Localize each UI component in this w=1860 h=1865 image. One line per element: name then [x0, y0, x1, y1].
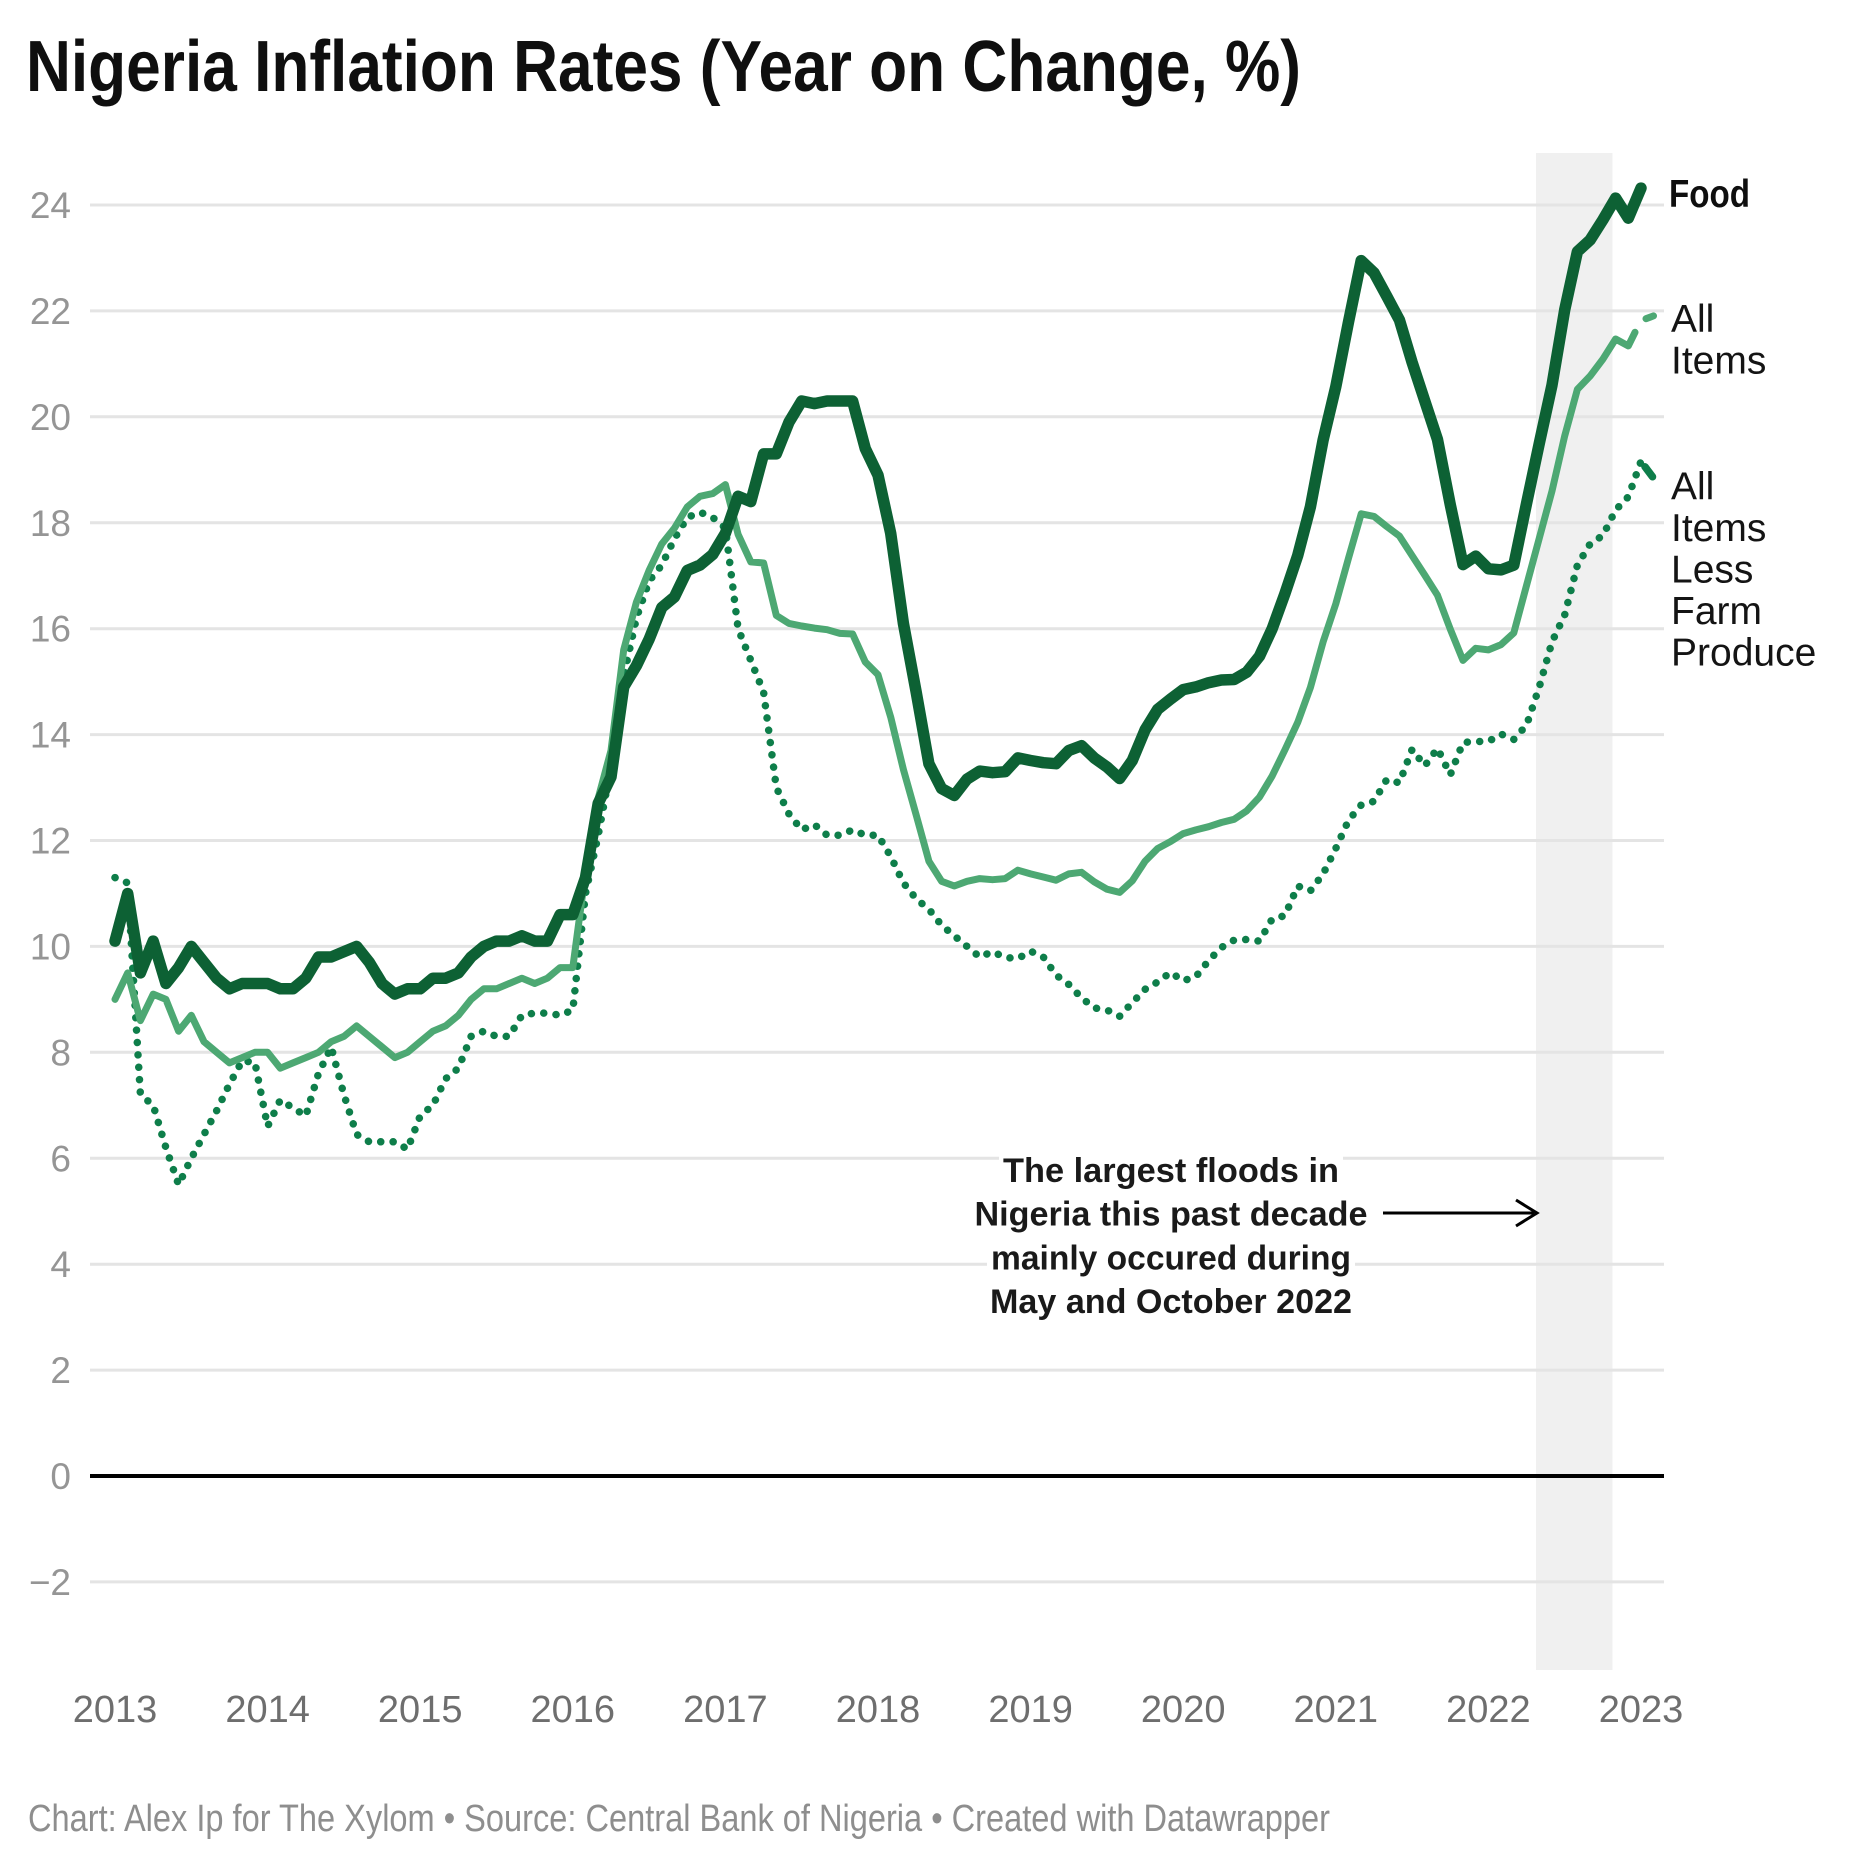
svg-text:Food: Food: [1669, 173, 1750, 216]
svg-text:Nigeria Inflation Rates (Year: Nigeria Inflation Rates (Year on Change,…: [26, 27, 1301, 107]
svg-text:6: 6: [50, 1138, 71, 1179]
svg-text:16: 16: [30, 609, 71, 650]
svg-text:2013: 2013: [73, 1689, 158, 1731]
svg-text:Items: Items: [1671, 340, 1766, 383]
svg-text:4: 4: [50, 1244, 71, 1285]
svg-text:2018: 2018: [836, 1689, 921, 1731]
svg-text:The largest floods in: The largest floods in: [1003, 1152, 1339, 1190]
svg-text:2021: 2021: [1294, 1689, 1379, 1731]
svg-text:Nigeria this past decade: Nigeria this past decade: [975, 1196, 1368, 1234]
svg-text:2: 2: [50, 1350, 71, 1391]
svg-text:2023: 2023: [1599, 1689, 1684, 1731]
svg-text:Produce: Produce: [1671, 632, 1816, 675]
svg-text:12: 12: [30, 821, 71, 862]
svg-text:2019: 2019: [988, 1689, 1073, 1731]
svg-text:0: 0: [50, 1456, 71, 1497]
svg-text:Items: Items: [1671, 507, 1766, 550]
svg-text:−2: −2: [29, 1562, 71, 1603]
svg-text:All: All: [1671, 466, 1714, 509]
svg-text:2020: 2020: [1141, 1689, 1226, 1731]
svg-text:2016: 2016: [531, 1689, 616, 1731]
svg-text:May and October 2022: May and October 2022: [990, 1283, 1352, 1321]
svg-text:Chart: Alex Ip for The Xylom •: Chart: Alex Ip for The Xylom • Source: C…: [28, 1798, 1330, 1840]
svg-text:18: 18: [30, 503, 71, 544]
svg-text:24: 24: [30, 185, 71, 226]
svg-text:8: 8: [50, 1032, 71, 1073]
svg-text:2014: 2014: [225, 1689, 310, 1731]
svg-text:2017: 2017: [683, 1689, 768, 1731]
svg-text:20: 20: [30, 397, 71, 438]
svg-text:10: 10: [30, 926, 71, 967]
svg-text:14: 14: [30, 715, 71, 756]
svg-text:All: All: [1671, 298, 1714, 341]
svg-text:22: 22: [30, 291, 71, 332]
svg-text:2022: 2022: [1446, 1689, 1531, 1731]
svg-text:Less: Less: [1671, 549, 1753, 592]
svg-text:mainly occured during: mainly occured during: [991, 1239, 1351, 1277]
svg-text:Farm: Farm: [1671, 590, 1762, 633]
svg-text:2015: 2015: [378, 1689, 463, 1731]
